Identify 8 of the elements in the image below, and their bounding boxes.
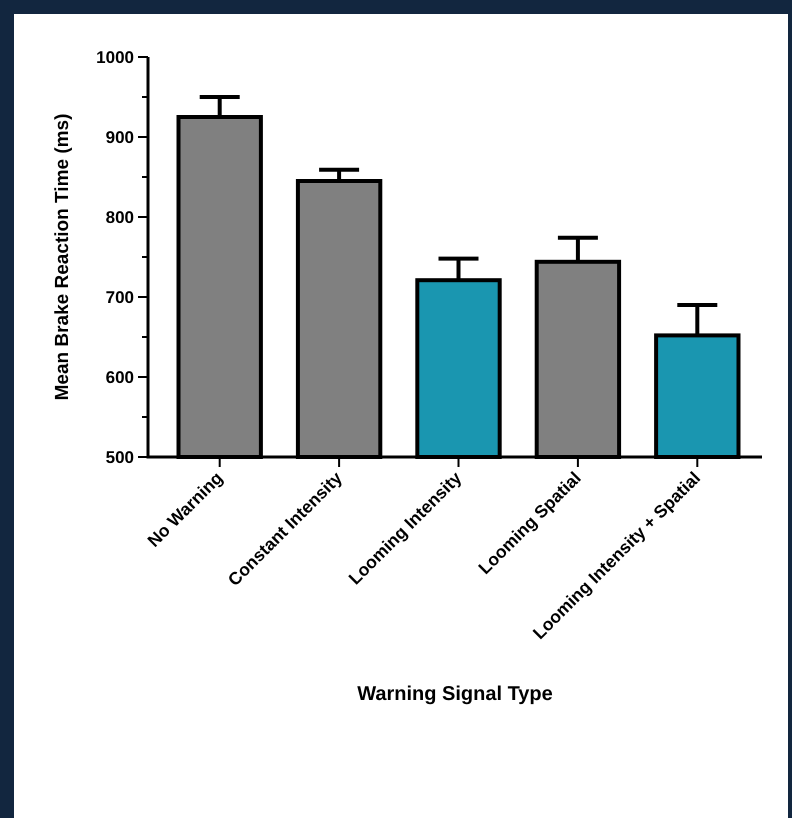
- y-tick-label: 900: [106, 128, 134, 147]
- y-tick-label: 1000: [96, 48, 134, 67]
- y-axis-title: Mean Brake Reaction Time (ms): [52, 114, 73, 400]
- y-tick-label: 700: [106, 288, 134, 307]
- y-tick-label: 800: [106, 208, 134, 227]
- y-tick-label: 600: [106, 368, 134, 387]
- y-tick-label: 500: [106, 448, 134, 467]
- x-axis-title: Warning Signal Type: [357, 683, 553, 705]
